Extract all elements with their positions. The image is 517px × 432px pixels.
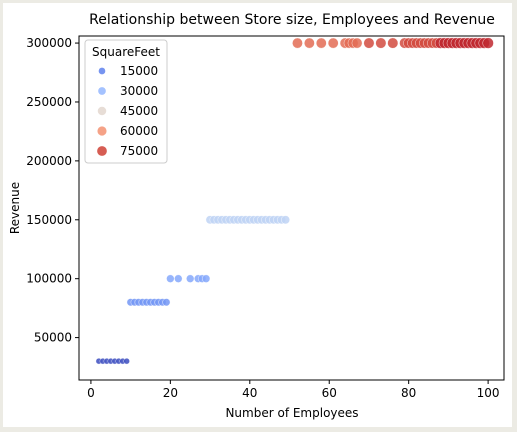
x-axis-ticks: 0 20 40 60 80 100 [87, 380, 500, 400]
legend-marker [98, 87, 106, 95]
scatter-chart: Relationship between Store size, Employe… [8, 12, 505, 420]
data-point [363, 37, 375, 49]
x-tick-label: 80 [401, 386, 416, 400]
chart-figure: Relationship between Store size, Employe… [3, 3, 512, 427]
y-tick-label: 300000 [26, 36, 72, 50]
data-point [166, 274, 175, 283]
data-point [387, 37, 399, 49]
data-point [315, 37, 327, 49]
data-points [95, 37, 494, 365]
y-axis-ticks: 50000 100000 150000 200000 250000 300000 [26, 36, 79, 345]
x-tick-label: 20 [163, 386, 178, 400]
y-tick-label: 200000 [26, 154, 72, 168]
legend-marker [97, 146, 107, 156]
x-axis-label: Number of Employees [225, 406, 358, 420]
legend-marker [98, 67, 106, 75]
legend: SquareFeet 15000 30000 45000 60000 75000 [84, 39, 168, 164]
data-point [202, 274, 211, 283]
y-tick-label: 50000 [34, 331, 72, 345]
data-point [162, 298, 171, 307]
legend-label: 75000 [120, 144, 158, 158]
x-tick-label: 60 [322, 386, 337, 400]
legend-label: 45000 [120, 104, 158, 118]
data-point [304, 37, 315, 49]
data-point [123, 357, 130, 365]
data-point [327, 37, 339, 49]
y-tick-label: 250000 [26, 95, 72, 109]
plot-frame [78, 35, 505, 381]
chart-title: Relationship between Store size, Employe… [89, 12, 495, 28]
legend-entries: 15000 30000 45000 60000 75000 [97, 64, 158, 158]
y-axis-label: Revenue [8, 182, 22, 234]
legend-title: SquareFeet [92, 45, 160, 59]
x-tick-label: 100 [477, 386, 500, 400]
x-tick-label: 0 [87, 386, 95, 400]
data-point [281, 215, 290, 225]
legend-marker [97, 126, 107, 136]
data-point [186, 274, 195, 283]
data-point [375, 37, 387, 49]
legend-label: 30000 [120, 84, 158, 98]
legend-label: 15000 [120, 64, 158, 78]
data-point [174, 274, 183, 283]
y-tick-label: 150000 [26, 213, 72, 227]
data-point [482, 37, 494, 49]
data-point [292, 37, 303, 49]
legend-label: 60000 [120, 124, 158, 138]
data-point [351, 37, 363, 49]
y-tick-label: 100000 [26, 272, 72, 286]
x-tick-label: 40 [242, 386, 257, 400]
legend-marker [97, 106, 107, 116]
